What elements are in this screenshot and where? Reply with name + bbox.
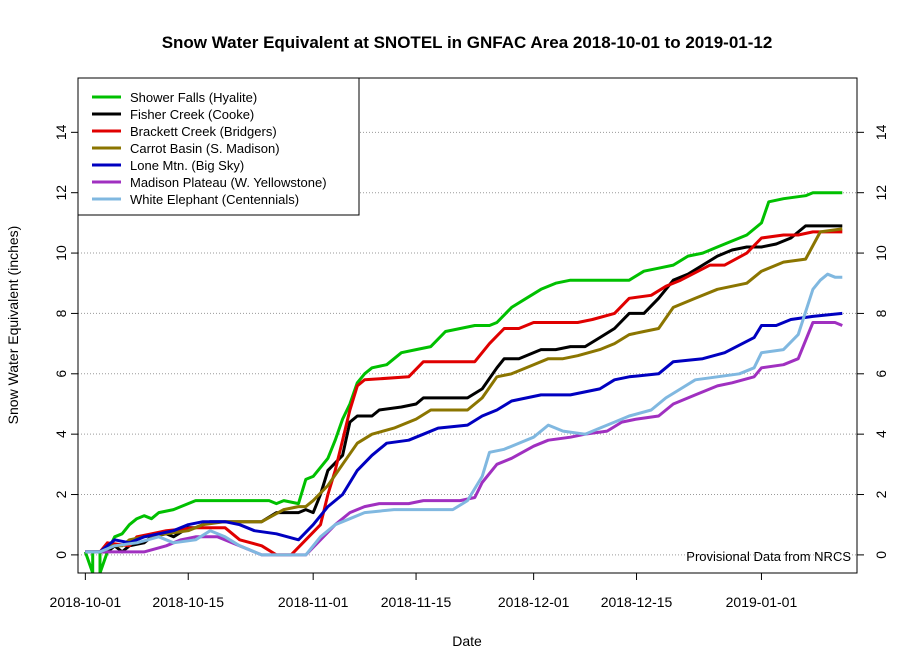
- x-tick-label-2018-12-15: 2018-12-15: [601, 594, 673, 610]
- legend-box: [77, 77, 360, 216]
- x-tick-label-2018-11-15: 2018-11-15: [381, 594, 452, 610]
- series-lines: [83, 191, 843, 573]
- chart-title: Snow Water Equivalent at SNOTEL in GNFAC…: [162, 33, 773, 52]
- axes: 0 0 2 2 4 4 6 6 8 8 10 10 12 12 14 14 2018-10-01 2018-10-…: [50, 124, 889, 610]
- series-group: [83, 191, 843, 573]
- y-tick-label-left-10: 10: [53, 245, 69, 261]
- x-axis-label: Date: [452, 633, 482, 649]
- y-tick-label-left-6: 6: [53, 370, 69, 378]
- provisional-note: Provisional Data from NRCS: [686, 549, 851, 564]
- y-tick-label-right-14: 14: [873, 124, 889, 140]
- x-tick-label-2019-01-01: 2019-01-01: [726, 594, 798, 610]
- legend: Shower Falls (Hyalite) Fisher Creek (Cook…: [77, 77, 360, 216]
- y-tick-label-left-2: 2: [53, 490, 69, 498]
- series-line-carrot-basin-s-madison: [85, 227, 843, 554]
- x-tick-label-2018-10-01: 2018-10-01: [50, 594, 122, 610]
- legend-label-white-elephant-centennials: White Elephant (Centennials): [130, 192, 299, 207]
- legend-label-shower-falls-hyalite: Shower Falls (Hyalite): [130, 90, 257, 105]
- y-tick-label-left-14: 14: [53, 124, 69, 140]
- y-tick-label-right-6: 6: [873, 370, 889, 378]
- y-tick-label-right-4: 4: [873, 430, 889, 438]
- x-tick-label-2018-12-01: 2018-12-01: [498, 594, 570, 610]
- series-line-shower-falls-hyalite: [83, 191, 843, 573]
- y-tick-label-right-12: 12: [873, 185, 889, 201]
- legend-label-madison-plateau-w-yellowstone: Madison Plateau (W. Yellowstone): [130, 175, 327, 190]
- plot-frame: [77, 77, 858, 574]
- y-tick-label-left-0: 0: [53, 551, 69, 559]
- y-tick-label-left-4: 4: [53, 430, 69, 438]
- x-tick-label-2018-10-15: 2018-10-15: [152, 594, 224, 610]
- x-tick-label-2018-11-01: 2018-11-01: [278, 594, 349, 610]
- series-line-white-elephant-centennials: [85, 272, 843, 557]
- legend-label-fisher-creek-cooke: Fisher Creek (Cooke): [130, 107, 254, 122]
- series-line-lone-mtn-big-sky: [85, 311, 843, 554]
- y-tick-label-right-0: 0: [873, 551, 889, 559]
- y-tick-label-right-10: 10: [873, 245, 889, 261]
- legend-label-lone-mtn-big-sky: Lone Mtn. (Big Sky): [130, 158, 244, 173]
- y-tick-label-right-2: 2: [873, 490, 889, 498]
- legend-label-brackett-creek-bridgers: Brackett Creek (Bridgers): [130, 124, 277, 139]
- y-tick-label-right-8: 8: [873, 309, 889, 317]
- y-tick-label-left-8: 8: [53, 309, 69, 317]
- y-tick-label-left-12: 12: [53, 185, 69, 201]
- y-axis-label: Snow Water Equivalent (inches): [5, 226, 21, 425]
- series-line-madison-plateau-w-yellowstone: [85, 321, 843, 557]
- legend-label-carrot-basin-s-madison: Carrot Basin (S. Madison): [130, 141, 280, 156]
